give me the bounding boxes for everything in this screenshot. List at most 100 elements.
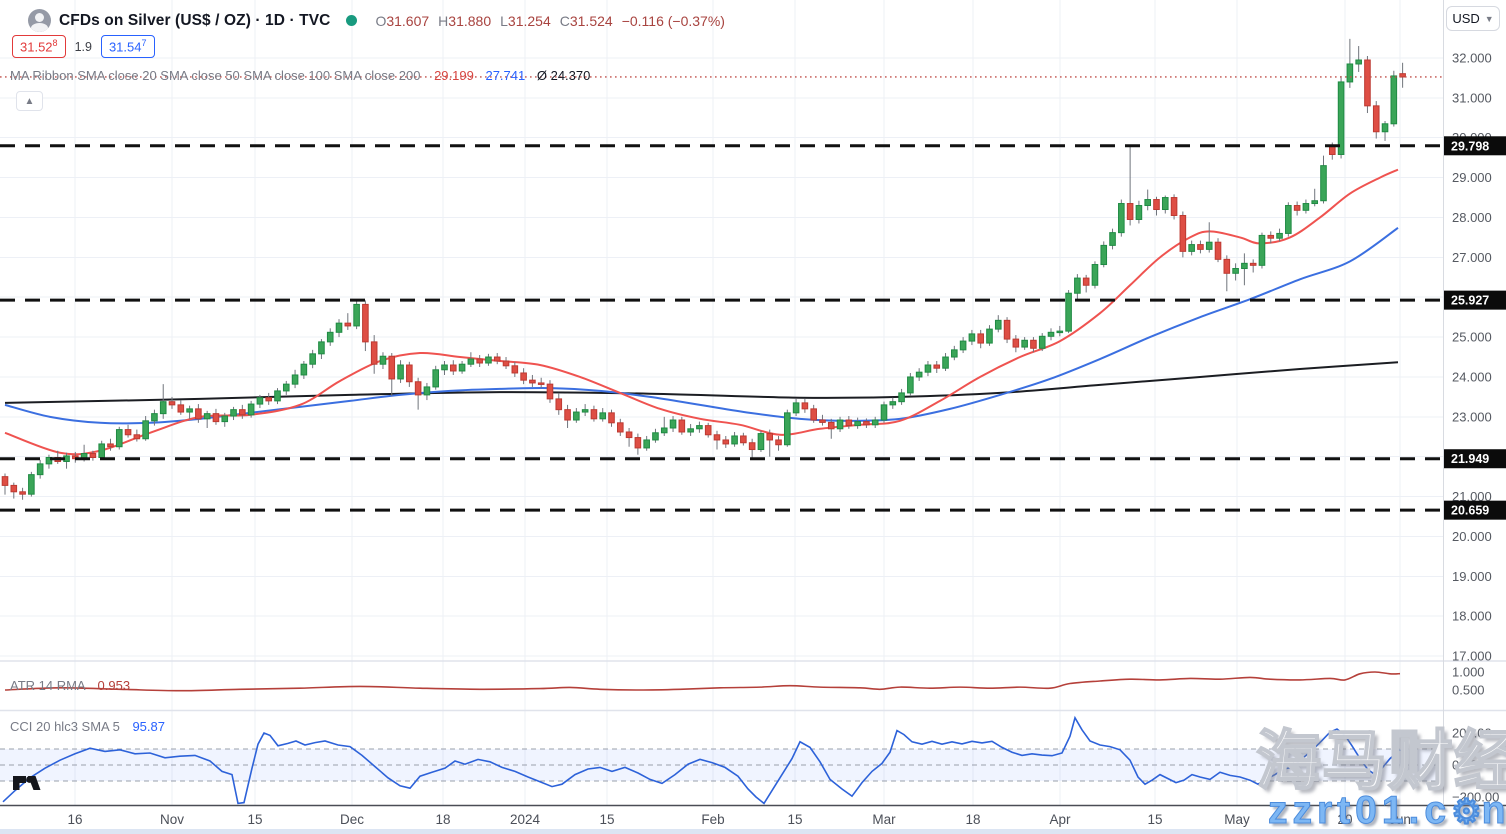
- candlestick: [687, 428, 694, 433]
- candlestick: [485, 356, 492, 364]
- candlestick: [476, 358, 483, 364]
- sell-price-button[interactable]: 31.528: [12, 35, 66, 59]
- time-axis-label[interactable]: 15: [787, 812, 802, 827]
- atr-legend[interactable]: ATR 14 RMA 0.953: [10, 678, 130, 693]
- time-axis-label[interactable]: 18: [965, 812, 980, 827]
- spread-value: 1.9: [74, 39, 92, 54]
- price-axis-label[interactable]: 23.000: [1452, 409, 1492, 424]
- quote-row: 31.528 1.9 31.547: [12, 35, 155, 59]
- cci-legend[interactable]: CCI 20 hlc3 SMA 5 95.87: [10, 719, 165, 734]
- candlestick: [775, 439, 782, 446]
- time-axis-label[interactable]: Dec: [340, 812, 364, 827]
- cci-axis-label[interactable]: −200.00: [1452, 790, 1499, 805]
- candlestick: [1056, 330, 1064, 334]
- price-axis-label[interactable]: 31.000: [1452, 90, 1492, 105]
- time-axis-label[interactable]: 15: [599, 812, 614, 827]
- candlestick: [827, 421, 835, 430]
- cci-axis-label[interactable]: 200.00: [1452, 726, 1492, 741]
- price-axis-label[interactable]: 25.000: [1452, 330, 1492, 345]
- price-axis-label[interactable]: 27.000: [1452, 250, 1492, 265]
- time-axis-label[interactable]: Jun: [1389, 812, 1411, 827]
- candlestick: [678, 419, 686, 433]
- time-axis-label[interactable]: Apr: [1049, 812, 1071, 827]
- candlestick: [379, 355, 387, 365]
- time-axis-label[interactable]: 15: [1147, 812, 1162, 827]
- open-value: 31.607: [386, 12, 430, 29]
- candlestick: [652, 432, 659, 441]
- time-axis-label[interactable]: Feb: [701, 812, 724, 827]
- candlestick: [1311, 200, 1319, 205]
- candlestick: [203, 413, 211, 420]
- time-axis-label[interactable]: 2024: [510, 812, 541, 827]
- candlestick: [1293, 205, 1301, 211]
- candlestick: [449, 364, 457, 372]
- time-axis-label[interactable]: 20: [1337, 812, 1352, 827]
- candlestick: [1188, 244, 1195, 252]
- candlestick: [362, 303, 369, 343]
- candlestick: [221, 415, 229, 423]
- candlestick: [1003, 319, 1011, 340]
- ma50-value: 27.741: [485, 68, 526, 83]
- price-axis-label[interactable]: 20.000: [1452, 529, 1492, 544]
- level-price-tag-label[interactable]: 21.949: [1451, 452, 1489, 466]
- candlestick: [1346, 63, 1354, 83]
- candlestick: [520, 372, 527, 381]
- candlestick: [880, 404, 888, 421]
- candlestick: [1267, 234, 1275, 239]
- candlestick: [1205, 241, 1213, 250]
- price-axis-label[interactable]: 24.000: [1452, 369, 1492, 384]
- time-axis-label[interactable]: 16: [67, 812, 82, 827]
- candlestick: [36, 463, 44, 476]
- time-axis-label[interactable]: 18: [435, 812, 450, 827]
- price-axis-label[interactable]: 29.000: [1452, 170, 1492, 185]
- time-axis-label[interactable]: Nov: [160, 812, 184, 827]
- level-price-tag-label[interactable]: 20.659: [1451, 504, 1489, 518]
- candlestick: [458, 363, 466, 372]
- price-axis-label[interactable]: 28.000: [1452, 210, 1492, 225]
- candlestick: [1214, 241, 1222, 260]
- candlestick: [590, 409, 598, 420]
- level-price-tag-label[interactable]: 29.798: [1451, 139, 1489, 153]
- time-axis-label[interactable]: 15: [247, 812, 262, 827]
- candlestick: [546, 383, 554, 400]
- candlestick: [212, 413, 220, 423]
- candlestick: [45, 456, 53, 465]
- instrument-logo-icon: [28, 9, 51, 32]
- time-axis-label[interactable]: Mar: [872, 812, 896, 827]
- tradingview-logo-icon[interactable]: [12, 771, 48, 795]
- candlestick: [1241, 262, 1248, 270]
- candlestick: [1021, 339, 1028, 348]
- atr-axis-label[interactable]: 0.500: [1452, 683, 1485, 698]
- atr-axis-label[interactable]: 1.000: [1452, 665, 1485, 680]
- candlestick: [326, 331, 334, 343]
- candlestick: [89, 453, 97, 458]
- buy-price-button[interactable]: 31.547: [100, 35, 155, 59]
- chart-header: CFDs on Silver (US$ / OZ) · 1D · TVC O31…: [28, 9, 725, 32]
- instrument-title[interactable]: CFDs on Silver (US$ / OZ) · 1D · TVC: [59, 11, 331, 29]
- ma-ribbon-legend[interactable]: MA Ribbon SMA close 20 SMA close 50 SMA …: [10, 68, 590, 83]
- market-status-dot-icon: [346, 15, 358, 26]
- candlestick: [581, 409, 589, 413]
- candlestick: [265, 397, 272, 402]
- candlestick: [968, 333, 976, 342]
- candlestick: [10, 484, 18, 493]
- candlestick: [1364, 59, 1371, 107]
- atr-value: 0.953: [97, 678, 131, 693]
- currency-selector-button[interactable]: USD ▼: [1446, 6, 1500, 31]
- price-axis-label[interactable]: 32.000: [1452, 51, 1492, 66]
- candlestick: [1135, 205, 1143, 220]
- level-price-tag-label[interactable]: 25.927: [1451, 294, 1489, 308]
- price-axis-label[interactable]: 19.000: [1452, 569, 1492, 584]
- candlestick: [1144, 199, 1152, 207]
- price-axis-label[interactable]: 18.000: [1452, 609, 1492, 624]
- price-axis-label[interactable]: 17.000: [1452, 649, 1492, 664]
- candlestick: [1276, 232, 1283, 239]
- candlestick: [1170, 197, 1178, 216]
- candlestick: [274, 390, 281, 402]
- time-axis-label[interactable]: May: [1224, 812, 1250, 827]
- cci-axis-label[interactable]: 0.00: [1452, 758, 1477, 773]
- candlestick: [889, 401, 897, 406]
- collapse-indicators-button[interactable]: ▲: [16, 91, 43, 111]
- price-axis-label[interactable]: 21.000: [1452, 489, 1492, 504]
